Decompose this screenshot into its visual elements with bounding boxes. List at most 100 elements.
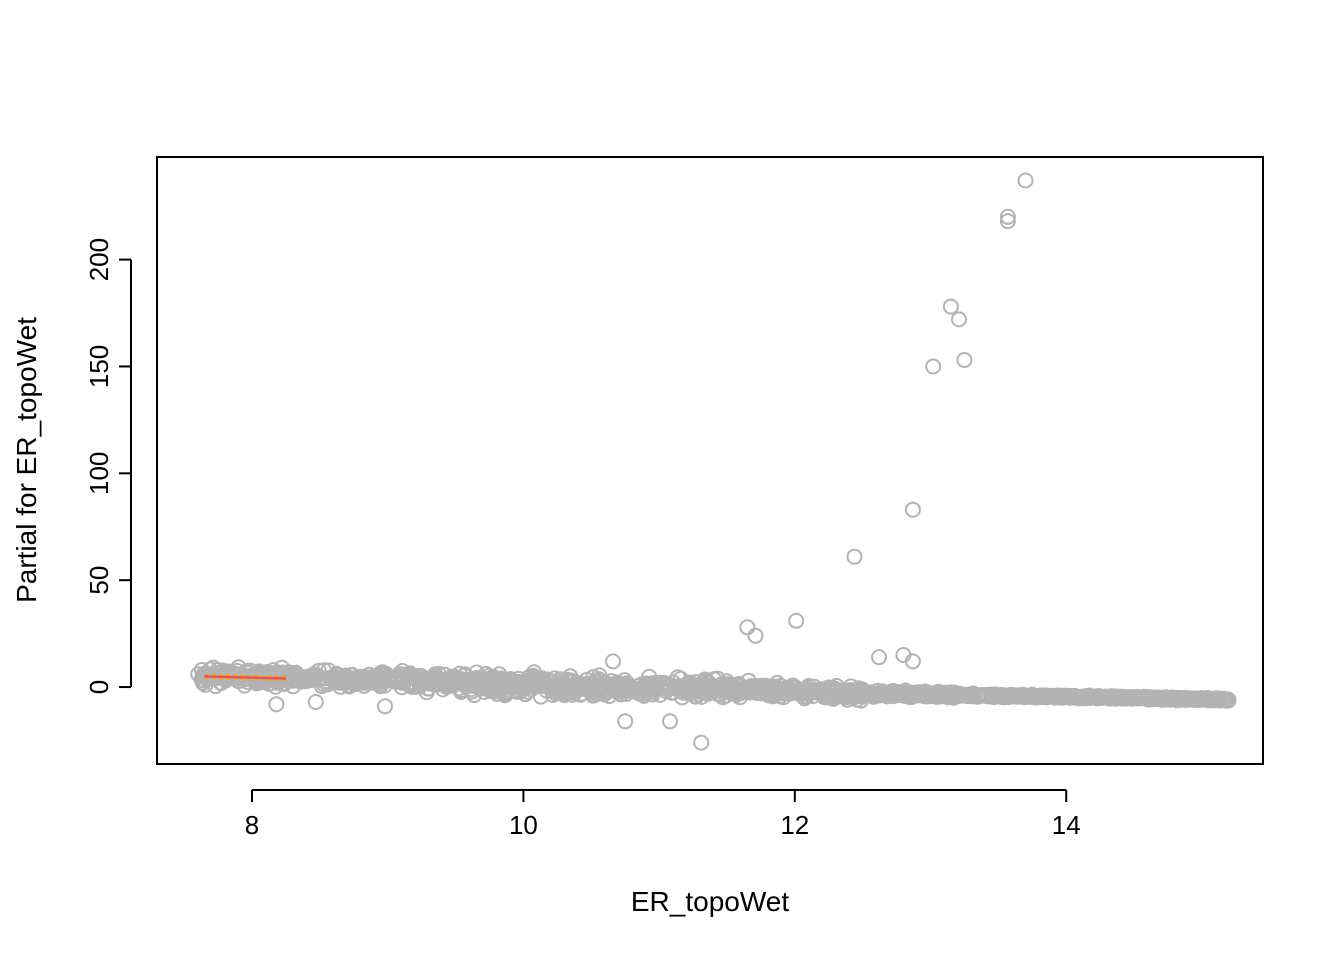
data-point-outlier xyxy=(904,653,921,670)
data-point xyxy=(287,664,304,681)
data-point xyxy=(850,680,867,697)
data-point xyxy=(704,684,720,700)
data-point xyxy=(946,684,963,701)
data-point xyxy=(547,678,563,695)
data-point xyxy=(372,676,389,693)
x-tick-label: 14 xyxy=(1052,810,1081,840)
data-point-outlier xyxy=(307,694,324,710)
data-point xyxy=(1218,692,1235,709)
data-point xyxy=(1010,687,1027,704)
y-tick-label: 50 xyxy=(84,566,114,595)
data-point xyxy=(453,674,470,690)
data-point xyxy=(954,686,971,703)
data-point xyxy=(1118,689,1134,706)
data-point xyxy=(840,683,856,700)
data-point-outlier xyxy=(925,358,942,375)
data-point xyxy=(356,677,372,694)
data-point-outlier xyxy=(904,501,921,518)
data-point xyxy=(876,687,893,704)
data-point xyxy=(764,688,780,705)
data-point xyxy=(1181,690,1198,707)
data-point xyxy=(901,686,918,703)
data-point xyxy=(584,687,601,704)
data-point-outlier xyxy=(268,696,285,713)
data-point-outlier xyxy=(951,311,967,328)
data-point xyxy=(678,681,695,698)
data-point xyxy=(418,684,435,701)
data-point xyxy=(885,686,902,703)
data-point xyxy=(557,681,574,698)
data-point xyxy=(791,683,808,700)
data-point xyxy=(894,684,911,701)
data-point xyxy=(529,671,546,687)
data-point xyxy=(372,665,389,682)
data-point-outlier xyxy=(605,653,621,670)
data-point xyxy=(823,688,840,705)
plot-frame xyxy=(156,156,1264,765)
data-point xyxy=(740,672,757,689)
data-point xyxy=(435,673,451,690)
data-point xyxy=(473,670,490,687)
x-tick-label: 8 xyxy=(245,810,259,840)
y-tick-label: 200 xyxy=(84,238,114,281)
data-point xyxy=(1210,691,1227,708)
x-tick-label: 10 xyxy=(509,810,538,840)
fit-layer xyxy=(204,673,286,682)
data-point-outlier xyxy=(193,662,210,678)
data-point xyxy=(992,687,1009,704)
data-point-outlier xyxy=(1017,172,1034,189)
data-point xyxy=(878,685,895,702)
data-point xyxy=(313,678,330,695)
data-point xyxy=(328,667,344,683)
data-point xyxy=(472,680,489,697)
data-point xyxy=(504,675,521,692)
data-point-outlier xyxy=(871,649,887,666)
data-point-outlier xyxy=(846,548,863,565)
data-point xyxy=(474,677,491,694)
data-point xyxy=(343,666,360,683)
data-point xyxy=(719,676,736,693)
data-point xyxy=(1192,691,1209,708)
data-point xyxy=(638,677,655,694)
data-point xyxy=(1081,687,1098,704)
data-point xyxy=(1056,688,1073,705)
data-point xyxy=(937,684,954,701)
data-point xyxy=(567,680,584,697)
data-point xyxy=(987,686,1004,703)
data-point xyxy=(391,672,407,689)
data-point xyxy=(337,667,354,684)
data-point xyxy=(614,677,631,694)
data-point xyxy=(208,664,225,681)
data-point xyxy=(599,678,616,695)
data-point xyxy=(1033,687,1050,704)
data-point xyxy=(801,682,818,699)
data-point xyxy=(503,677,520,694)
data-point xyxy=(515,679,532,696)
x-axis-label: ER_topoWet xyxy=(631,886,789,917)
data-point xyxy=(1147,690,1164,707)
data-point-outlier xyxy=(999,213,1016,230)
data-point xyxy=(917,683,934,700)
data-point-outlier xyxy=(739,619,756,636)
data-point xyxy=(780,684,797,701)
data-point xyxy=(1168,690,1185,707)
data-point xyxy=(1079,689,1096,706)
data-point xyxy=(659,681,676,698)
data-point xyxy=(700,679,716,696)
data-point xyxy=(1021,687,1038,704)
y-tick-label: 150 xyxy=(84,345,114,388)
data-point-outlier xyxy=(693,734,710,751)
fit-line xyxy=(204,675,286,680)
data-point-outlier xyxy=(788,612,805,629)
y-axis: 0 50 100 150 200 xyxy=(84,238,132,694)
x-axis: 8 10 12 14 xyxy=(245,789,1081,840)
data-point-outlier xyxy=(662,713,678,730)
data-point-outlier xyxy=(747,627,764,644)
data-point-outlier xyxy=(273,659,290,676)
y-tick-label: 0 xyxy=(84,680,114,694)
data-point-outlier xyxy=(377,698,393,715)
data-point xyxy=(455,675,471,692)
data-point xyxy=(1044,687,1061,704)
y-tick-label: 100 xyxy=(84,452,114,495)
